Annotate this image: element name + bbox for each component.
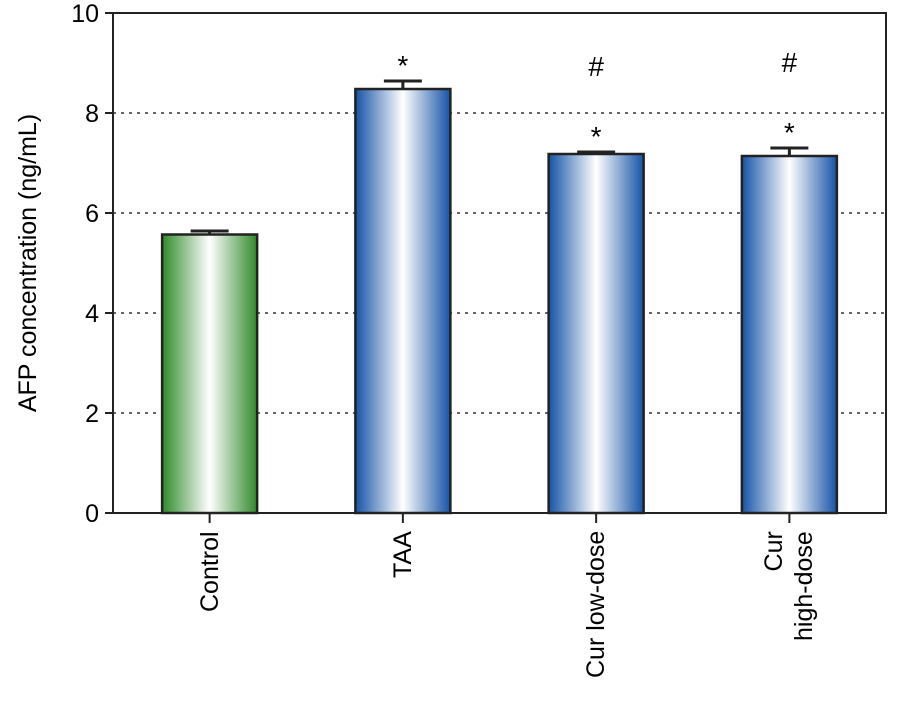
- significance-mark: *: [397, 50, 408, 81]
- x-tick-label: Cur low-dose: [582, 531, 611, 679]
- x-tick-label: Control: [195, 531, 224, 612]
- significance-mark: *: [591, 121, 602, 152]
- y-tick-label: 10: [71, 0, 99, 28]
- y-tick-label: 6: [85, 200, 99, 228]
- significance-mark: #: [588, 51, 604, 82]
- x-tick-label: Cur high-dose: [760, 531, 819, 641]
- x-tick-label: TAA: [388, 531, 417, 578]
- significance-mark: *: [784, 117, 795, 148]
- y-tick-label: 8: [85, 100, 99, 128]
- y-tick-label: 4: [85, 300, 99, 328]
- significance-mark: #: [782, 47, 798, 78]
- y-tick-label: 2: [85, 400, 99, 428]
- y-axis-label: AFP concentration (ng/mL): [14, 114, 42, 412]
- y-tick-label: 0: [85, 500, 99, 528]
- bar: [354, 87, 452, 515]
- bar: [547, 152, 645, 515]
- bar: [160, 233, 259, 515]
- plot-frame: [112, 12, 887, 514]
- bar: [740, 154, 839, 515]
